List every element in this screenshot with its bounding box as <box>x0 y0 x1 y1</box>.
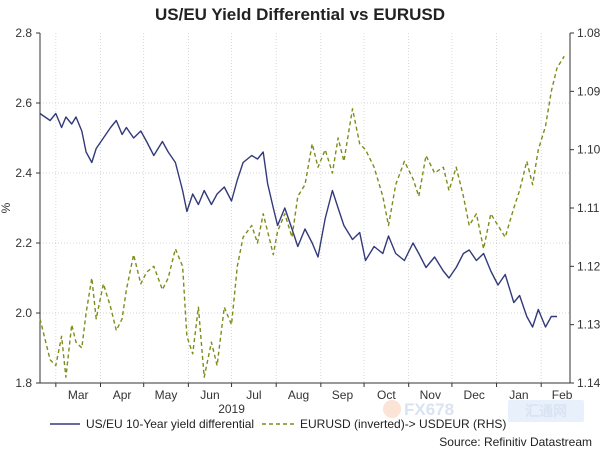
right-axis-ticks: 1.08 1.09 1.10 1.11 1.12 1.13 1.14 <box>570 26 600 390</box>
x-tick-label: May <box>155 388 178 402</box>
right-tick-label: 1.11 <box>577 201 600 215</box>
watermark-brand: FX678 <box>404 400 454 419</box>
watermark: FX678 汇通网 <box>383 400 584 422</box>
left-axis-ticks: 1.8 2.0 2.2 2.4 2.6 2.8 <box>15 26 40 390</box>
right-tick-label: 1.08 <box>577 26 600 40</box>
x-tick-label: Jun <box>200 388 219 402</box>
y-axis-label: % <box>0 202 13 213</box>
x-tick-label: Mar <box>68 388 89 402</box>
left-tick-label: 1.8 <box>15 376 32 390</box>
legend: US/EU 10-Year yield differential EURUSD … <box>50 417 506 431</box>
left-tick-label: 2.0 <box>15 306 32 320</box>
x-tick-label: Apr <box>113 388 132 402</box>
x-tick-label: Aug <box>288 388 309 402</box>
series-layer <box>39 55 565 378</box>
watermark-box <box>508 400 584 422</box>
x-year-label: 2019 <box>218 402 245 416</box>
left-tick-label: 2.2 <box>15 236 32 250</box>
x-tick-label: Jan <box>509 388 528 402</box>
watermark-text: 汇通网 <box>525 403 567 419</box>
legend-item-yield: US/EU 10-Year yield differential <box>86 417 254 431</box>
x-tick-label: Oct <box>377 388 396 402</box>
watermark-logo-icon <box>383 400 401 418</box>
right-tick-label: 1.09 <box>577 84 600 98</box>
x-tick-label: Dec <box>464 388 485 402</box>
source-note: Source: Refinitiv Datastream <box>439 435 592 449</box>
grid <box>40 33 570 383</box>
left-tick-label: 2.4 <box>15 166 32 180</box>
right-tick-label: 1.12 <box>577 259 600 273</box>
left-tick-label: 2.6 <box>15 96 32 110</box>
series-line-yield-differential <box>39 112 557 328</box>
x-tick-label: Sep <box>332 388 354 402</box>
left-tick-label: 2.8 <box>15 26 32 40</box>
legend-item-eurusd: EURUSD (inverted)-> USDEUR (RHS) <box>300 417 506 431</box>
axes <box>39 33 571 384</box>
x-tick-label: Nov <box>420 388 441 402</box>
x-tick-label: Jul <box>246 388 261 402</box>
series-line-eurusd-inverted <box>39 55 565 378</box>
right-tick-label: 1.10 <box>577 143 600 157</box>
chart-title: US/EU Yield Differential vs EURUSD <box>155 5 445 24</box>
x-tick-label: Feb <box>552 388 573 402</box>
x-axis-ticks: Mar Apr May Jun Jul Aug Sep Oct Nov Dec Jan Feb 2019… <box>55 383 573 416</box>
right-tick-label: 1.13 <box>577 318 600 332</box>
right-tick-label: 1.14 <box>577 376 600 390</box>
